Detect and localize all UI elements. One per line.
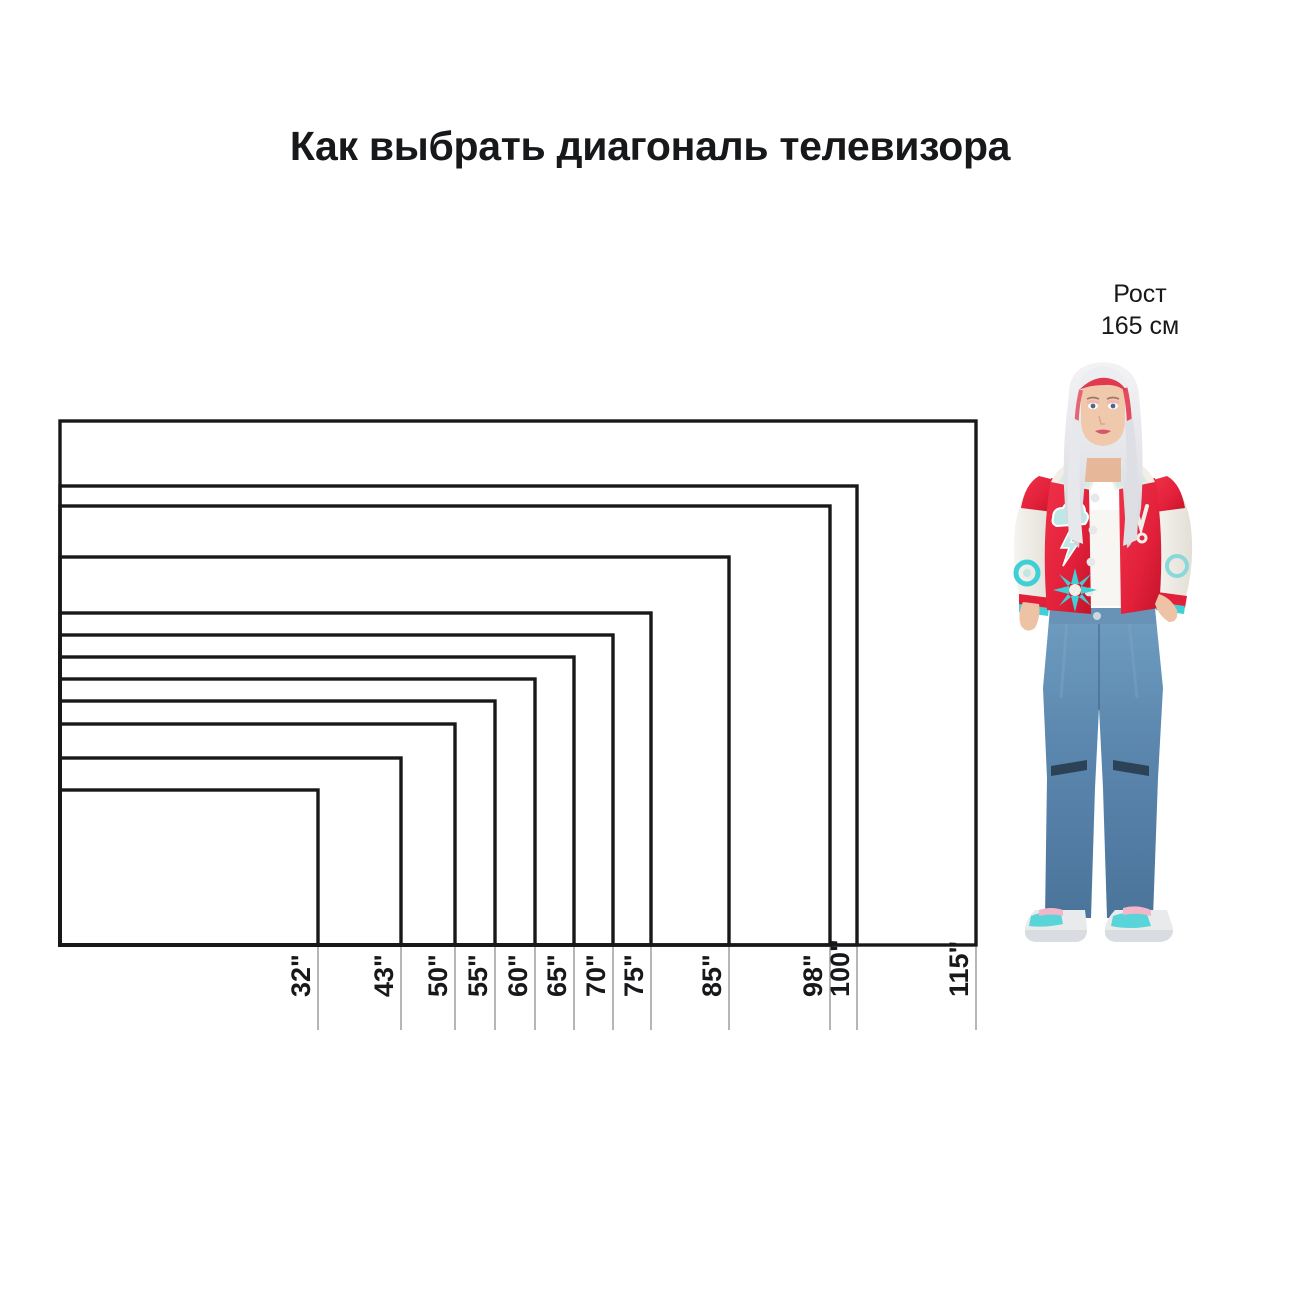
tv-outline-60 xyxy=(58,677,537,947)
size-label-85: 85" xyxy=(697,954,727,997)
jeans-button xyxy=(1093,612,1101,620)
head xyxy=(1063,362,1143,548)
size-label-55: 55" xyxy=(463,954,493,997)
tv-outline-32 xyxy=(58,788,320,947)
tv-outline-85 xyxy=(58,555,731,947)
size-label-65: 65" xyxy=(542,954,572,997)
person-height-caption-line2: 165 см xyxy=(1100,312,1180,340)
size-label-43: 43" xyxy=(369,954,399,997)
page-title: Как выбрать диагональ телевизора xyxy=(289,123,1011,169)
size-label-50: 50" xyxy=(423,954,453,997)
tv-outline-75 xyxy=(58,611,653,947)
size-label-75: 75" xyxy=(619,954,649,997)
person-illustration xyxy=(995,358,1210,948)
jeans-knee-slit-left xyxy=(1051,760,1087,776)
size-label-100: 100" xyxy=(825,939,855,997)
tv-outline-100 xyxy=(58,484,859,947)
person-height-caption: Рост 165 см xyxy=(1050,278,1230,342)
hands xyxy=(1019,594,1178,631)
patch-circle-icon xyxy=(1165,554,1189,578)
size-label-115: 115" xyxy=(944,941,974,997)
size-label-98: 98" xyxy=(798,954,828,997)
jacket-button xyxy=(1088,525,1098,535)
jacket-button xyxy=(1086,557,1096,567)
patch-circle-icon xyxy=(1013,559,1041,587)
person-height-caption-line1: Рост xyxy=(1113,280,1167,308)
tv-outlines-group xyxy=(58,419,978,947)
sneakers xyxy=(1024,906,1173,942)
patch-starburst-icon xyxy=(1053,568,1097,612)
jeans xyxy=(1043,608,1163,918)
size-label-70: 70" xyxy=(581,954,611,997)
size-label-60: 60" xyxy=(503,954,533,997)
leader-lines-group xyxy=(317,947,977,1030)
jeans-knee-slit-right xyxy=(1113,760,1149,776)
tv-outline-55 xyxy=(58,699,497,947)
size-label-32: 32" xyxy=(286,954,316,997)
tv-outline-115 xyxy=(58,419,978,947)
jacket-button xyxy=(1090,493,1100,503)
tv-outline-43 xyxy=(58,756,403,947)
size-labels-group: 32" 43" 50" 55" 60" 65" 70" 75" 85" 98"100" 115" xyxy=(286,939,974,997)
